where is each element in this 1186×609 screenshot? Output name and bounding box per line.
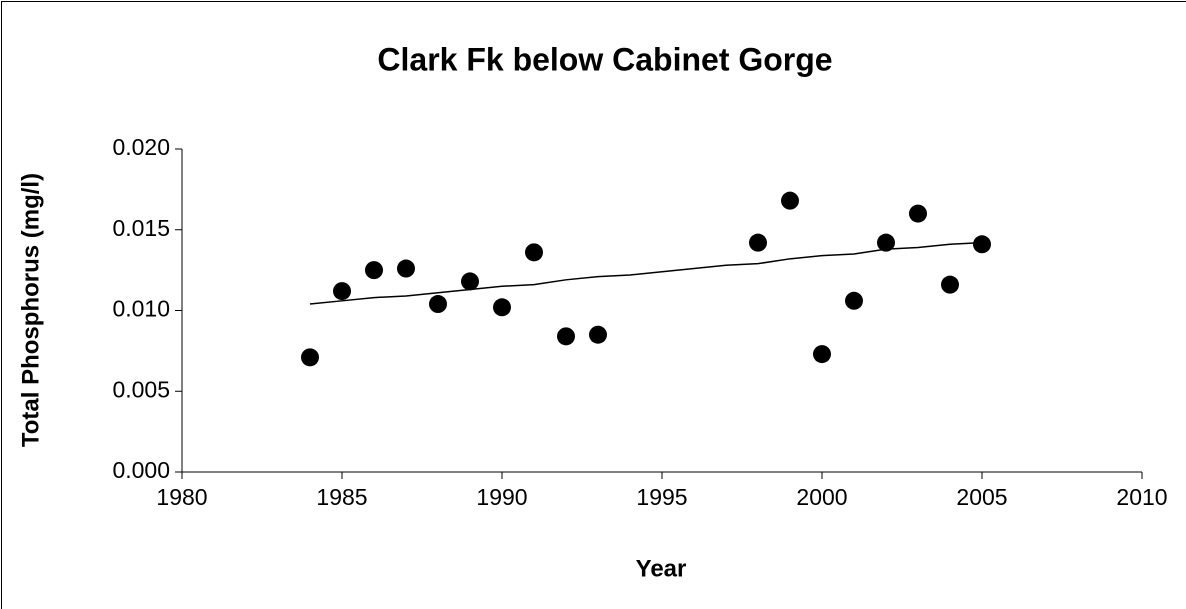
point bbox=[429, 295, 447, 314]
y-tick-label: 0.020 bbox=[112, 134, 170, 160]
x-tick-label: 2000 bbox=[796, 484, 847, 510]
y-tick-label: 0.005 bbox=[112, 376, 170, 402]
point bbox=[877, 233, 895, 252]
y-tick-label: 0.015 bbox=[112, 215, 170, 241]
point bbox=[813, 345, 831, 364]
point bbox=[493, 298, 511, 317]
point bbox=[557, 327, 575, 346]
y-tick-label: 0.000 bbox=[112, 457, 170, 483]
point bbox=[909, 204, 927, 223]
point bbox=[749, 233, 767, 252]
point bbox=[301, 348, 319, 367]
x-axis-label: Year bbox=[636, 555, 687, 582]
point bbox=[589, 325, 607, 344]
trend-line bbox=[309, 241, 983, 305]
y-tick-label: 0.010 bbox=[112, 296, 170, 322]
point bbox=[845, 291, 863, 310]
point bbox=[365, 261, 383, 280]
x-tick-label: 2010 bbox=[1116, 484, 1167, 510]
y-axis-label: Total Phosphorus (mg/l) bbox=[17, 173, 44, 447]
point bbox=[781, 191, 799, 210]
x-tick-label: 1990 bbox=[476, 484, 527, 510]
point bbox=[333, 282, 351, 301]
x-tick-label: 1980 bbox=[156, 484, 207, 510]
point bbox=[461, 272, 479, 291]
point bbox=[973, 235, 991, 254]
point bbox=[397, 259, 415, 278]
point bbox=[941, 275, 959, 294]
chart-title: Clark Fk below Cabinet Gorge bbox=[377, 41, 832, 77]
x-tick-label: 2005 bbox=[956, 484, 1007, 510]
x-tick-label: 1985 bbox=[316, 484, 367, 510]
point bbox=[525, 243, 543, 262]
x-tick-label: 1995 bbox=[636, 484, 687, 510]
